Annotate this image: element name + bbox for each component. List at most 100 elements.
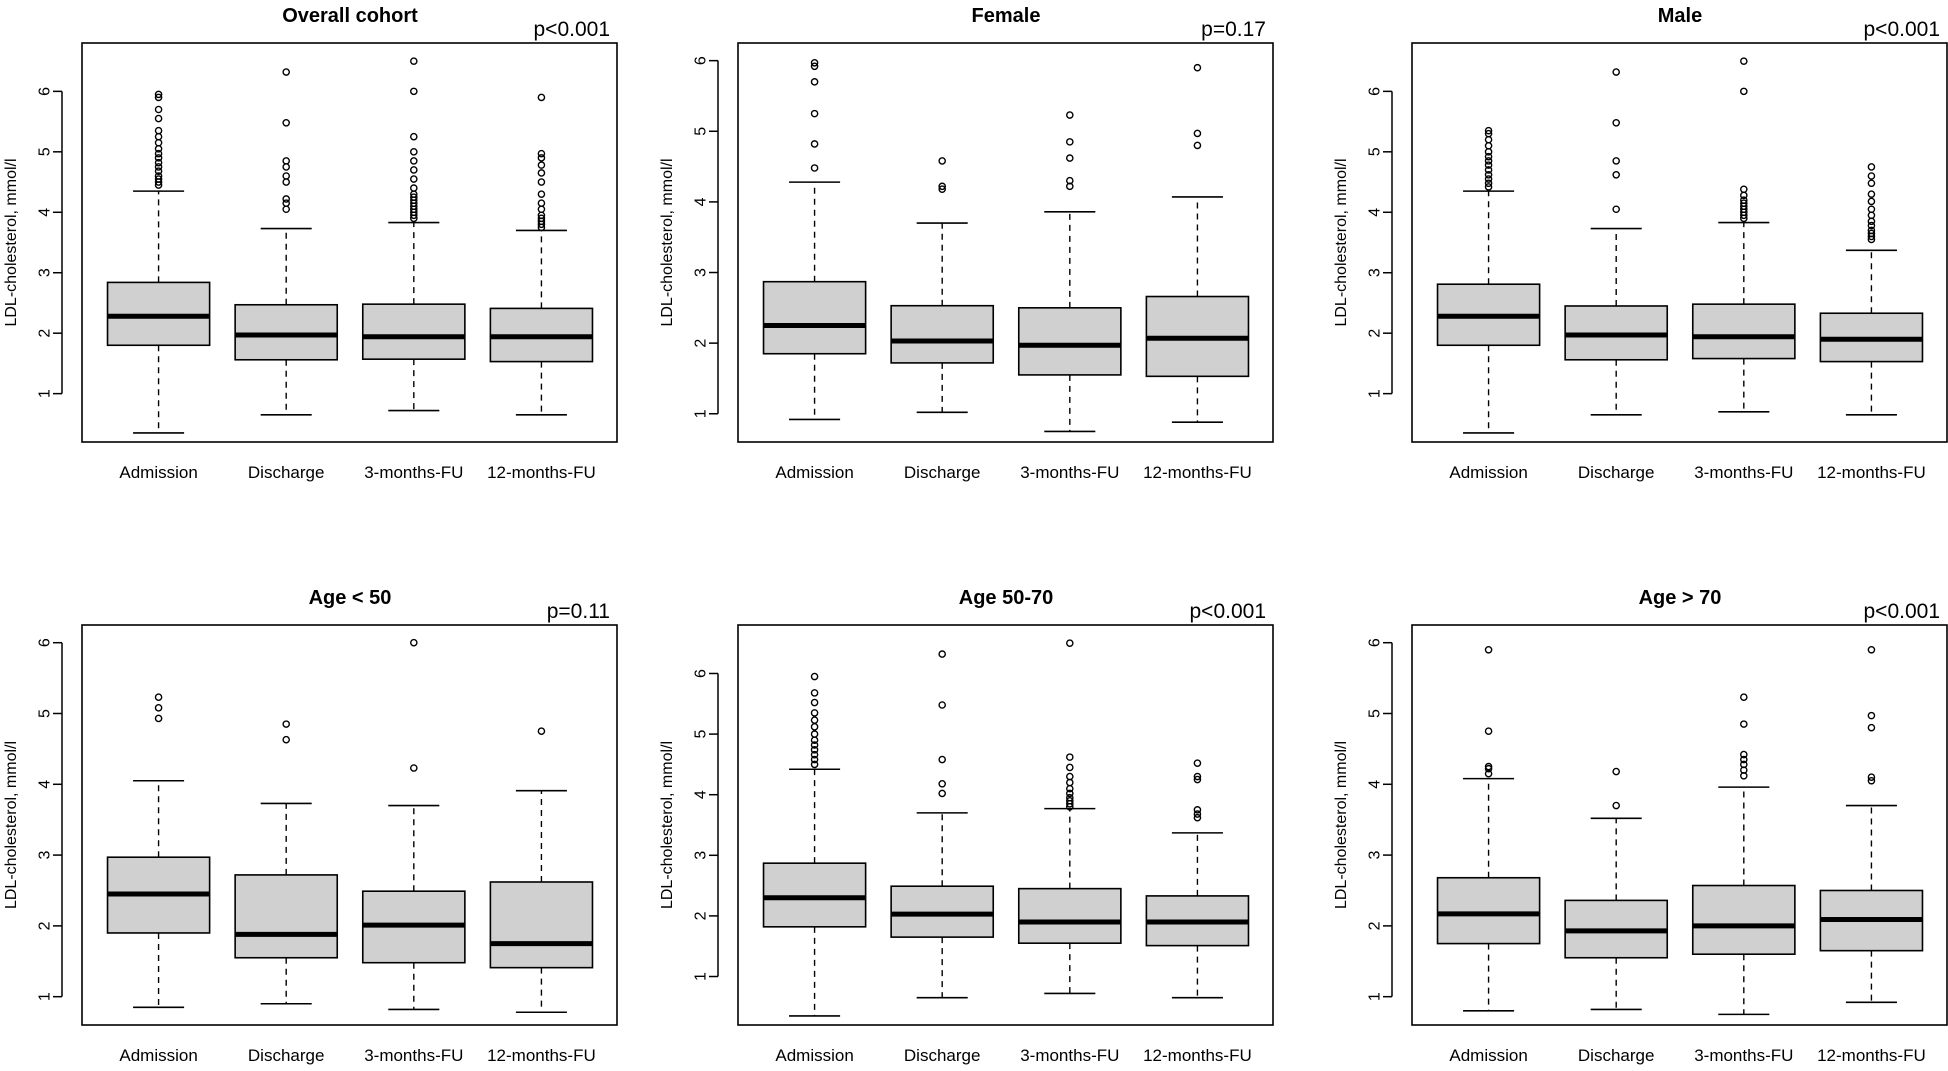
p-value: p<0.001 bbox=[1864, 600, 1941, 623]
outlier-point bbox=[154, 163, 163, 171]
iqr-box bbox=[234, 303, 339, 361]
panel-2: Female p=0.17 1 2 3 4 5 6 LDL-cholesterol, mmol/… bbox=[659, 5, 1274, 482]
outlier-point bbox=[1740, 57, 1748, 65]
outlier-point bbox=[410, 87, 418, 96]
outlier-point bbox=[1867, 190, 1876, 198]
outlier-point bbox=[1740, 755, 1748, 764]
y-tick-label: 3 bbox=[693, 851, 710, 860]
outlier-point bbox=[154, 704, 163, 712]
box-discharge bbox=[890, 650, 995, 999]
outlier-point bbox=[537, 154, 546, 162]
outlier-point bbox=[1066, 639, 1074, 647]
y-tick-label: 1 bbox=[1367, 992, 1384, 1001]
outlier-point bbox=[1867, 723, 1876, 732]
y-axis-label: LDL-cholesterol, mmol/l bbox=[659, 158, 676, 326]
iqr-box bbox=[1017, 307, 1122, 376]
outlier-point bbox=[1066, 778, 1074, 787]
y-axis-label: LDL-cholesterol, mmol/l bbox=[1333, 741, 1350, 909]
outlier-point bbox=[810, 746, 819, 754]
panel-title: Male bbox=[1658, 5, 1702, 27]
outlier-point bbox=[1193, 772, 1202, 781]
outlier-point bbox=[810, 672, 819, 681]
outlier-point bbox=[1066, 753, 1074, 761]
box-discharge bbox=[234, 68, 339, 416]
p-value: p=0.11 bbox=[547, 600, 610, 623]
outlier-point bbox=[282, 178, 290, 186]
outlier-point bbox=[1612, 205, 1620, 214]
outlier-point bbox=[1867, 226, 1876, 235]
outlier-point bbox=[154, 167, 163, 175]
y-tick-label: 1 bbox=[1367, 389, 1384, 398]
outlier-point bbox=[1066, 796, 1074, 805]
outlier-point bbox=[810, 689, 819, 697]
outlier-point bbox=[1740, 693, 1748, 702]
outlier-point bbox=[1612, 119, 1620, 127]
y-tick-label: 1 bbox=[37, 992, 54, 1001]
x-tick-label: 3-months-FU bbox=[1694, 463, 1793, 482]
outlier-point bbox=[810, 750, 819, 759]
box-discharge bbox=[890, 157, 995, 414]
outlier-point bbox=[1193, 141, 1202, 150]
outlier-point bbox=[537, 169, 546, 177]
x-tick-label: 12-months-FU bbox=[1143, 463, 1252, 482]
panel-1: Overall cohort p<0.001 1 2 3 4 5 6 LDL-cholester… bbox=[3, 5, 618, 482]
outlier-point bbox=[1066, 789, 1074, 798]
x-tick-label: 3-months-FU bbox=[1020, 1046, 1119, 1065]
y-tick-label: 5 bbox=[37, 147, 54, 156]
outlier-point bbox=[810, 58, 819, 67]
outlier-point bbox=[537, 190, 546, 198]
outlier-point bbox=[1066, 154, 1074, 162]
outlier-point bbox=[1066, 772, 1074, 781]
outlier-point bbox=[537, 149, 546, 158]
y-tick-label: 6 bbox=[693, 56, 710, 65]
iqr-box bbox=[489, 881, 594, 969]
outlier-point bbox=[1484, 129, 1493, 138]
box-admission bbox=[1436, 645, 1541, 1012]
x-tick-label: 3-months-FU bbox=[1020, 463, 1119, 482]
outlier-point bbox=[410, 184, 418, 192]
outlier-point bbox=[537, 199, 546, 208]
plot-frame bbox=[81, 42, 618, 443]
box-3-months-fu bbox=[1017, 639, 1122, 995]
outlier-point bbox=[537, 205, 546, 214]
iqr-box bbox=[1691, 884, 1796, 956]
x-tick-label: Admission bbox=[775, 463, 853, 482]
outlier-point bbox=[1867, 172, 1876, 180]
y-tick-label: 2 bbox=[37, 921, 54, 930]
outlier-point bbox=[1740, 750, 1748, 759]
outlier-point bbox=[810, 109, 819, 118]
y-tick-label: 4 bbox=[693, 197, 710, 206]
outlier-point bbox=[282, 68, 290, 76]
outlier-point bbox=[1484, 762, 1493, 771]
outlier-point bbox=[1066, 793, 1074, 802]
outlier-point bbox=[810, 730, 819, 738]
y-tick-label: 4 bbox=[1367, 780, 1384, 789]
outlier-point bbox=[154, 693, 163, 702]
outlier-point bbox=[1740, 185, 1748, 194]
y-tick-label: 4 bbox=[1367, 208, 1384, 217]
outlier-point bbox=[810, 709, 819, 717]
y-tick-label: 4 bbox=[693, 790, 710, 799]
outlier-point bbox=[154, 93, 163, 102]
y-tick-label: 6 bbox=[37, 638, 54, 647]
outlier-point bbox=[1066, 138, 1074, 146]
y-tick-label: 4 bbox=[37, 208, 54, 217]
x-tick-label: Admission bbox=[119, 463, 197, 482]
outlier-point bbox=[1193, 63, 1202, 72]
outlier-point bbox=[1740, 720, 1748, 728]
y-tick-label: 6 bbox=[1367, 638, 1384, 647]
y-tick-label: 1 bbox=[693, 409, 710, 418]
outlier-point bbox=[1612, 801, 1620, 810]
box-3-months-fu bbox=[1017, 111, 1122, 433]
outlier-point bbox=[810, 140, 819, 148]
outlier-point bbox=[1484, 161, 1493, 169]
y-tick-label: 6 bbox=[693, 669, 710, 678]
outlier-point bbox=[537, 214, 546, 223]
x-tick-label: Discharge bbox=[904, 463, 981, 482]
outlier-point bbox=[154, 132, 163, 141]
panel-title: Overall cohort bbox=[282, 5, 418, 27]
outlier-point bbox=[938, 701, 946, 709]
panel-6: Age > 70 p<0.001 1 2 3 4 5 6 LDL-cholesterol, mm… bbox=[1333, 587, 1948, 1065]
p-value: p=0.17 bbox=[1201, 18, 1266, 41]
outlier-point bbox=[1193, 759, 1202, 767]
